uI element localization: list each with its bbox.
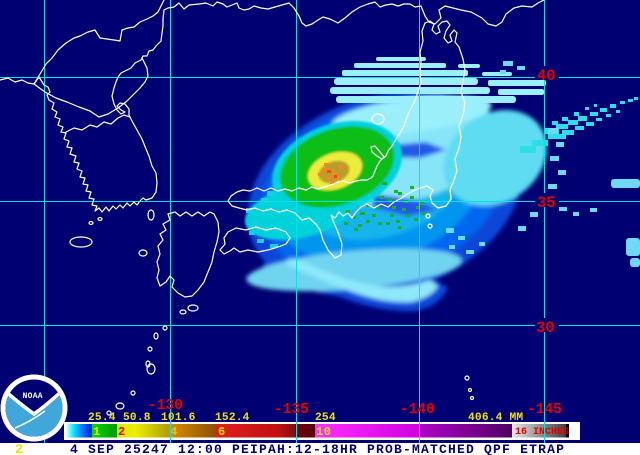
svg-text:25.4: 25.4 [88,412,116,424]
svg-text:4: 4 [170,425,178,439]
svg-text:2: 2 [15,443,23,455]
svg-text:30: 30 [536,319,555,337]
svg-text:-130: -130 [148,398,183,414]
svg-text:-145: -145 [527,402,562,418]
svg-text:40: 40 [537,67,556,85]
svg-text:152.4: 152.4 [215,412,250,424]
svg-text:101.6: 101.6 [161,412,196,424]
svg-text:35: 35 [537,194,556,212]
svg-text:50.8: 50.8 [123,412,151,424]
svg-text:-140: -140 [400,402,435,418]
svg-text:NOAA: NOAA [23,392,43,401]
svg-text:4 SEP 25247 12:00 PEIPAH:12-18: 4 SEP 25247 12:00 PEIPAH:12-18HR PROB-MA… [70,442,565,455]
svg-text:2: 2 [118,425,126,439]
svg-text:10: 10 [316,425,331,439]
svg-text:16 INCHES: 16 INCHES [515,427,569,438]
svg-text:254: 254 [315,412,336,424]
svg-text:-135: -135 [274,402,309,418]
svg-text:1: 1 [93,425,101,439]
svg-text:406.4 MM: 406.4 MM [468,412,523,424]
svg-text:6: 6 [218,425,226,439]
